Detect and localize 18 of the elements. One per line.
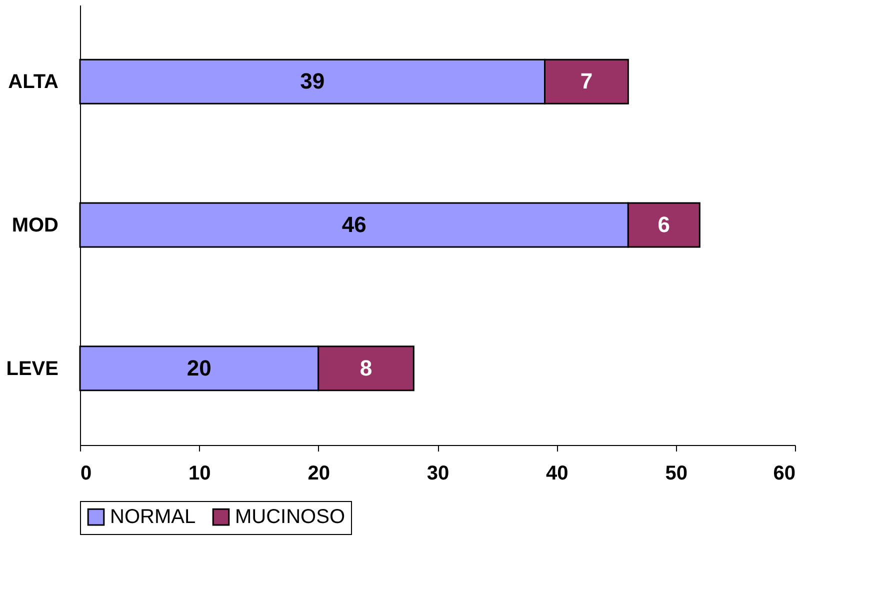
x-tick-label: 60: [773, 462, 796, 484]
data-label: 7: [580, 68, 593, 94]
y-tick-label: LEVE: [6, 358, 58, 380]
data-label: 6: [658, 212, 670, 237]
x-tick-label: 50: [665, 462, 688, 484]
x-tick-label: 20: [308, 462, 330, 484]
x-tick-label: 10: [188, 462, 211, 484]
y-tick-label: MOD: [12, 214, 58, 236]
legend-label: NORMAL: [110, 506, 196, 528]
data-label: 8: [360, 355, 372, 380]
data-label: 39: [300, 68, 325, 94]
legend-label: MUCINOSO: [235, 506, 345, 528]
x-tick-label: 40: [546, 462, 568, 484]
data-label: 20: [186, 355, 212, 380]
y-tick-label: ALTA: [8, 71, 58, 94]
data-label: 46: [342, 212, 366, 237]
x-tick-label: 0: [80, 462, 92, 484]
x-tick-label: 30: [426, 462, 450, 484]
